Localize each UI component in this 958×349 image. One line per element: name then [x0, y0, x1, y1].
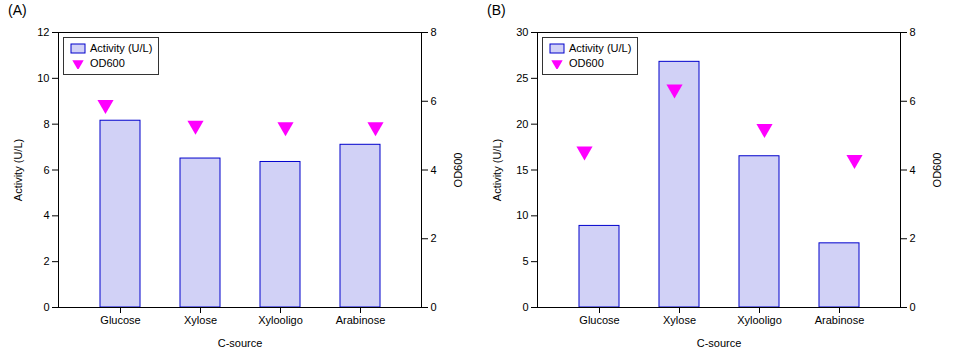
svg-text:4: 4 [431, 164, 437, 176]
svg-text:Xylooligo: Xylooligo [258, 314, 303, 326]
svg-text:6: 6 [910, 95, 916, 107]
svg-text:8: 8 [431, 26, 437, 38]
svg-text:Activity (U/L): Activity (U/L) [12, 139, 24, 201]
svg-text:0: 0 [910, 301, 916, 313]
svg-text:6: 6 [431, 95, 437, 107]
svg-text:Xylose: Xylose [663, 314, 696, 326]
svg-text:5: 5 [522, 255, 528, 267]
svg-text:10: 10 [37, 72, 49, 84]
svg-text:Xylose: Xylose [184, 314, 217, 326]
svg-text:8: 8 [910, 26, 916, 38]
svg-text:30: 30 [516, 26, 528, 38]
svg-text:8: 8 [43, 118, 49, 130]
svg-text:25: 25 [516, 72, 528, 84]
svg-text:Activity (U/L): Activity (U/L) [491, 139, 503, 201]
svg-text:2: 2 [43, 255, 49, 267]
svg-text:0: 0 [431, 301, 437, 313]
svg-text:0: 0 [522, 301, 528, 313]
svg-text:OD600: OD600 [931, 153, 943, 188]
svg-text:C-source: C-source [697, 337, 742, 349]
svg-text:Xylooligo: Xylooligo [737, 314, 782, 326]
svg-text:C-source: C-source [218, 337, 263, 349]
html-text:OD600: OD600 [90, 57, 125, 69]
html-text:Activity (U/L): Activity (U/L) [569, 42, 632, 54]
html-text:(A): (A) [8, 2, 27, 18]
svg-text:4: 4 [43, 209, 49, 221]
svg-text:Arabinose: Arabinose [336, 314, 386, 326]
html-text:(B): (B) [487, 2, 506, 18]
svg-text:2: 2 [431, 232, 437, 244]
svg-text:Arabinose: Arabinose [815, 314, 865, 326]
html-text:Activity (U/L): Activity (U/L) [90, 42, 153, 54]
svg-text:0: 0 [43, 301, 49, 313]
svg-text:4: 4 [910, 164, 916, 176]
svg-text:2: 2 [910, 232, 916, 244]
svg-text:20: 20 [516, 118, 528, 130]
html-text:OD600: OD600 [569, 57, 604, 69]
svg-text:OD600: OD600 [452, 153, 464, 188]
svg-text:12: 12 [37, 26, 49, 38]
svg-text:Glucose: Glucose [579, 314, 619, 326]
svg-text:10: 10 [516, 209, 528, 221]
svg-text:6: 6 [43, 164, 49, 176]
svg-text:15: 15 [516, 164, 528, 176]
svg-text:Glucose: Glucose [100, 314, 140, 326]
